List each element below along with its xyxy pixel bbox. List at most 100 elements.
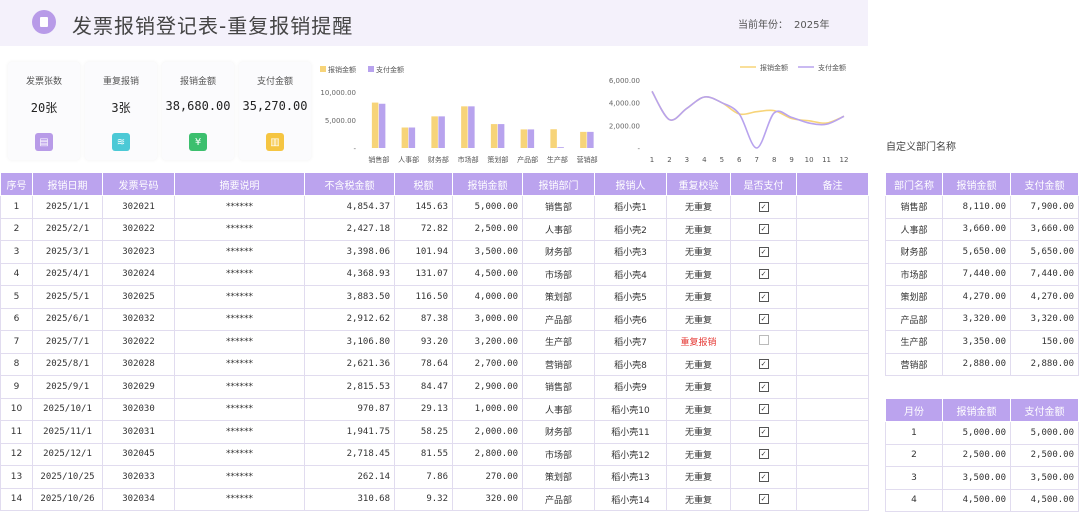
invoice-table: 序号 报销日期 发票号码 摘要说明 不含税金额 税额 报销金额 报销部门 报销人 重复校验 是否支付… bbox=[0, 172, 869, 511]
table-cell: 无重复 bbox=[666, 442, 731, 466]
table-cell: 2,500.00 bbox=[1010, 443, 1079, 467]
table-cell: 2025/11/1 bbox=[32, 420, 103, 444]
paid-checkbox[interactable]: ✓ bbox=[758, 314, 769, 325]
table-cell: 市场部 bbox=[885, 262, 943, 286]
table-cell: 销售部 bbox=[522, 195, 595, 219]
table-row: 2 2025/2/1 302022 ****** 2,427.18 72.82 2,500.… bbox=[0, 217, 869, 241]
paid-checkbox[interactable]: ✓ bbox=[758, 224, 769, 235]
table-cell: 财务部 bbox=[522, 240, 595, 264]
table-cell: ****** bbox=[174, 397, 305, 421]
table-cell: ✓ bbox=[730, 285, 797, 309]
column-header: 支付金额 bbox=[1010, 172, 1079, 196]
bar bbox=[378, 103, 386, 148]
table-cell: 2 bbox=[0, 217, 33, 241]
table-cell: 116.50 bbox=[394, 285, 453, 309]
table-row: 13 2025/10/25 302033 ****** 262.14 7.86 270.00… bbox=[0, 465, 869, 489]
table-cell: 销售部 bbox=[522, 375, 595, 399]
table-cell: 人事部 bbox=[522, 217, 595, 241]
table-cell: 2025/12/1 bbox=[32, 442, 103, 466]
paid-checkbox[interactable]: ✓ bbox=[758, 426, 769, 437]
table-cell: 产品部 bbox=[522, 307, 595, 331]
x-tick-label: 营销部 bbox=[577, 155, 598, 164]
table-cell: 310.68 bbox=[304, 487, 395, 511]
table-cell: ****** bbox=[174, 375, 305, 399]
legend-label: 报销金额 bbox=[328, 65, 356, 74]
table-cell: 302032 bbox=[102, 307, 175, 331]
table-row: 人事部 3,660.00 3,660.00 bbox=[885, 217, 1079, 241]
table-cell: 3,106.80 bbox=[304, 330, 395, 354]
table-cell: 稻小壳12 bbox=[594, 442, 667, 466]
y-tick-label: - bbox=[353, 145, 356, 153]
column-header: 支付金额 bbox=[1010, 398, 1079, 422]
table-cell: ****** bbox=[174, 465, 305, 489]
table-cell: 302030 bbox=[102, 397, 175, 421]
table-cell: 7,440.00 bbox=[942, 262, 1011, 286]
table-cell: 3,000.00 bbox=[452, 307, 523, 331]
table-row: 策划部 4,270.00 4,270.00 bbox=[885, 285, 1079, 309]
table-cell: 3,883.50 bbox=[304, 285, 395, 309]
table-cell: 稻小壳3 bbox=[594, 240, 667, 264]
column-header: 月份 bbox=[885, 398, 943, 422]
paid-checkbox[interactable]: ✓ bbox=[758, 201, 769, 212]
legend-label: 支付金额 bbox=[376, 65, 404, 74]
table-cell: ✓ bbox=[730, 217, 797, 241]
paid-checkbox[interactable] bbox=[758, 335, 769, 346]
table-cell: 营销部 bbox=[885, 352, 943, 376]
table-cell: ✓ bbox=[730, 487, 797, 511]
legend-swatch bbox=[368, 66, 374, 72]
table-cell: 稻小壳13 bbox=[594, 465, 667, 489]
bar bbox=[468, 106, 475, 148]
table-cell bbox=[796, 375, 869, 399]
paid-checkbox[interactable]: ✓ bbox=[758, 471, 769, 482]
table-cell: 5,650.00 bbox=[942, 240, 1011, 264]
table-cell: 2,500.00 bbox=[452, 217, 523, 241]
dept-summary-table: 部门名称 报销金额 支付金额 销售部 8,110.00 7,900.00 人事部 3,660… bbox=[885, 172, 1079, 376]
table-cell: ****** bbox=[174, 285, 305, 309]
paid-checkbox[interactable]: ✓ bbox=[758, 359, 769, 370]
table-cell: 101.94 bbox=[394, 240, 453, 264]
bar bbox=[490, 124, 498, 148]
table-cell: 无重复 bbox=[666, 195, 731, 219]
table-cell: 302021 bbox=[102, 195, 175, 219]
table-cell: 3,500.00 bbox=[942, 466, 1011, 490]
table-cell: 无重复 bbox=[666, 397, 731, 421]
department-bar-chart: 报销金额 支付金额 10,000.00 5,000.00 - 销售部 人事部 财务部 市场部 策划… bbox=[320, 65, 598, 164]
table-cell: 8,110.00 bbox=[942, 195, 1011, 219]
table-cell: 5,000.00 bbox=[1010, 421, 1079, 445]
table-row: 销售部 8,110.00 7,900.00 bbox=[885, 195, 1079, 219]
stat-card: 报销金额 38,680.00 ¥ bbox=[162, 62, 234, 160]
table-cell: 市场部 bbox=[522, 262, 595, 286]
bar bbox=[408, 127, 416, 148]
table-cell: 营销部 bbox=[522, 352, 595, 376]
bar bbox=[438, 116, 445, 148]
table-cell: 7 bbox=[0, 330, 33, 354]
table-cell: 4,368.93 bbox=[304, 262, 395, 286]
table-row: 市场部 7,440.00 7,440.00 bbox=[885, 262, 1079, 286]
table-cell: 14 bbox=[0, 487, 33, 511]
paid-checkbox[interactable]: ✓ bbox=[758, 269, 769, 280]
stat-value: 38,680.00 bbox=[165, 99, 231, 113]
table-cell: 302045 bbox=[102, 442, 175, 466]
table-cell: ✓ bbox=[730, 375, 797, 399]
x-tick-label: 5 bbox=[720, 156, 724, 164]
table-cell: ****** bbox=[174, 330, 305, 354]
table-cell: ****** bbox=[174, 240, 305, 264]
paid-checkbox[interactable]: ✓ bbox=[758, 449, 769, 460]
table-cell: 2025/8/1 bbox=[32, 352, 103, 376]
table-cell: 产品部 bbox=[885, 307, 943, 331]
table-cell: 2,700.00 bbox=[452, 352, 523, 376]
table-cell: 4,500.00 bbox=[1010, 488, 1079, 512]
paid-checkbox[interactable]: ✓ bbox=[758, 404, 769, 415]
x-tick-label: 12 bbox=[840, 156, 849, 164]
table-cell: 2025/7/1 bbox=[32, 330, 103, 354]
table-cell: ****** bbox=[174, 442, 305, 466]
table-cell: 稻小壳9 bbox=[594, 375, 667, 399]
paid-checkbox[interactable]: ✓ bbox=[758, 246, 769, 257]
table-cell: 4 bbox=[885, 488, 943, 512]
paid-checkbox[interactable]: ✓ bbox=[758, 381, 769, 392]
table-row: 7 2025/7/1 302022 ****** 3,106.80 93.20 3,200.… bbox=[0, 330, 869, 354]
paid-checkbox[interactable]: ✓ bbox=[758, 494, 769, 505]
paid-checkbox[interactable]: ✓ bbox=[758, 291, 769, 302]
table-cell: 销售部 bbox=[885, 195, 943, 219]
table-cell: 78.64 bbox=[394, 352, 453, 376]
